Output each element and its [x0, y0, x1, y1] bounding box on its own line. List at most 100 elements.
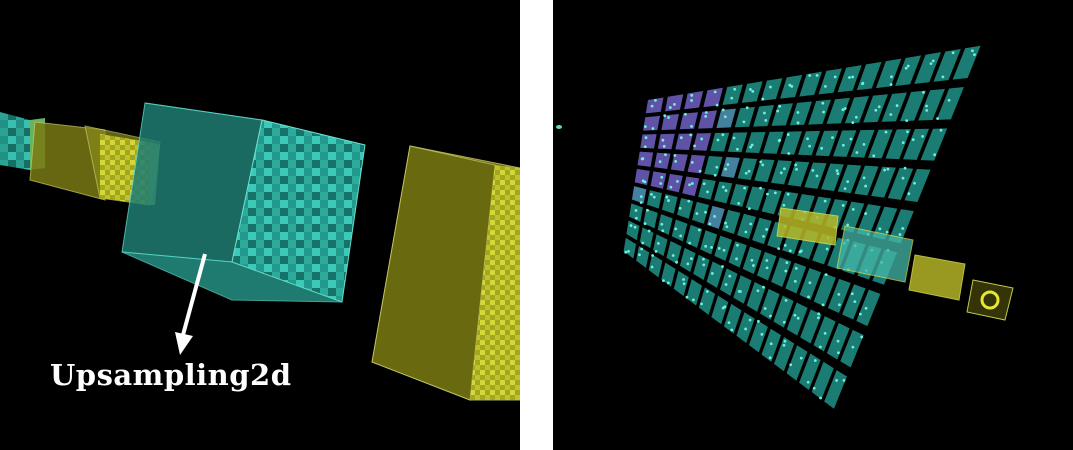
feature-map-tile — [700, 230, 718, 255]
feature-map-tile — [933, 48, 961, 82]
feature-map-tile — [666, 173, 683, 193]
feature-map-tile — [648, 254, 663, 278]
feature-speckle — [692, 298, 695, 302]
feature-speckle — [795, 167, 798, 171]
feature-map-tile — [692, 201, 710, 224]
feature-speckle — [698, 169, 702, 173]
feature-map-tile — [737, 158, 758, 181]
feature-map-tile — [918, 88, 945, 121]
feature-speckle — [783, 167, 786, 171]
feature-speckle — [890, 75, 893, 79]
feature-speckle — [788, 249, 792, 253]
feature-speckle — [665, 195, 669, 199]
feature-map-tile — [711, 295, 729, 325]
feature-speckle — [634, 209, 638, 212]
feature-speckle — [751, 89, 755, 93]
feature-map-tile — [653, 234, 668, 257]
feature-speckle — [727, 321, 731, 325]
feature-speckle — [818, 345, 822, 349]
feature-map-tile — [710, 132, 730, 152]
feature-speckle — [798, 250, 802, 254]
feature-map-tile — [720, 157, 740, 178]
feature-map-tile — [661, 194, 678, 214]
feature-speckle — [817, 312, 821, 316]
feature-speckle — [851, 121, 855, 125]
feature-map-tile — [722, 84, 743, 105]
feature-speckle — [864, 184, 868, 188]
feature-speckle — [898, 233, 902, 236]
feature-speckle — [851, 345, 855, 349]
feature-speckle — [684, 112, 687, 116]
feature-speckle — [877, 105, 881, 109]
feature-speckle — [661, 229, 665, 233]
feature-speckle — [723, 305, 727, 309]
feature-speckle — [721, 108, 725, 112]
feature-map-tile — [629, 203, 643, 222]
feature-speckle — [663, 114, 667, 118]
feature-speckle — [862, 142, 866, 146]
feature-speckle — [933, 153, 937, 157]
feature-map-tile — [727, 132, 748, 153]
feature-speckle — [721, 265, 724, 268]
feature-speckle — [690, 182, 694, 185]
feature-speckle — [779, 171, 783, 175]
feature-map-tile — [867, 129, 893, 159]
feature-map-tile — [737, 213, 757, 240]
feature-speckle — [658, 160, 662, 164]
feature-speckle — [787, 152, 791, 155]
feature-map-tile — [671, 219, 688, 242]
feature-speckle — [846, 223, 850, 227]
feature-map-tile — [804, 162, 827, 189]
feature-speckle — [730, 96, 734, 100]
feature-speckle — [643, 125, 647, 129]
feature-speckle — [674, 227, 678, 231]
teal-cube-front — [836, 225, 914, 283]
feature-map-tile — [808, 99, 831, 125]
feature-speckle — [685, 295, 689, 299]
feature-speckle — [686, 262, 690, 266]
feature-speckle — [662, 279, 665, 283]
feature-map-tile — [785, 262, 807, 294]
feature-map-tile — [786, 345, 808, 381]
feature-speckle — [777, 139, 781, 143]
feature-speckle — [907, 192, 911, 196]
feature-speckle — [643, 222, 647, 226]
feature-map-tile — [895, 55, 922, 86]
feature-map-tile — [761, 328, 782, 362]
feature-speckle — [629, 224, 633, 227]
feature-map-tile — [670, 153, 688, 172]
feature-map-tile — [832, 130, 857, 157]
feature-speckle — [862, 176, 866, 180]
feature-speckle — [634, 216, 638, 220]
feature-map-tile — [745, 132, 766, 154]
feature-speckle — [736, 147, 739, 151]
feature-speckle — [815, 174, 819, 178]
feature-speckle — [722, 248, 726, 252]
feature-map-tile — [762, 131, 784, 154]
feature-speckle — [922, 90, 925, 94]
feature-speckle — [854, 115, 858, 119]
feature-speckle — [757, 319, 760, 323]
feature-speckle — [835, 169, 839, 173]
feature-speckle — [941, 75, 945, 79]
feature-map-grid — [556, 45, 1014, 409]
feature-speckle — [808, 144, 812, 148]
feature-map-tile — [761, 189, 782, 215]
feature-speckle — [633, 225, 637, 229]
feature-speckle — [762, 234, 765, 238]
feature-speckle — [640, 157, 644, 161]
feature-speckle — [846, 180, 850, 184]
feature-speckle — [864, 306, 868, 310]
feature-speckle — [769, 85, 772, 89]
feature-speckle — [789, 363, 793, 367]
layer-volumes-left — [0, 102, 520, 401]
feature-speckle — [784, 269, 788, 273]
feature-map-tile — [639, 227, 654, 249]
feature-map-tile — [856, 204, 881, 237]
feature-speckle — [836, 172, 840, 176]
feature-speckle — [676, 180, 679, 183]
feature-map-tile — [826, 97, 850, 124]
feature-speckle — [688, 241, 692, 245]
feature-speckle — [639, 195, 643, 199]
feature-speckle — [646, 208, 649, 212]
